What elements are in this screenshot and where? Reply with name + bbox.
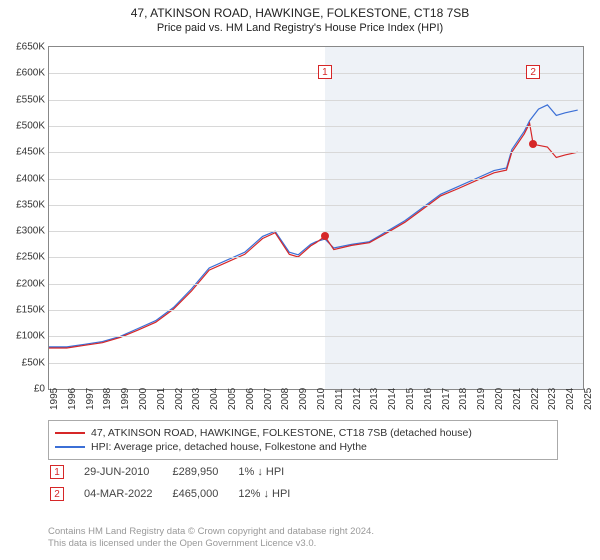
footer-line-2: This data is licensed under the Open Gov… [48, 538, 374, 550]
gridline-h [49, 179, 583, 180]
legend-item: HPI: Average price, detached house, Folk… [55, 441, 551, 453]
x-axis-label: 1999 [120, 388, 131, 410]
gridline-h [49, 310, 583, 311]
gridline-h [49, 257, 583, 258]
gridline-h [49, 126, 583, 127]
transaction-date: 29-JUN-2010 [84, 462, 170, 482]
y-axis-label: £350K [5, 199, 45, 210]
legend-item: 47, ATKINSON ROAD, HAWKINGE, FOLKESTONE,… [55, 427, 551, 439]
x-axis-label: 2021 [512, 388, 523, 410]
x-axis-label: 1997 [85, 388, 96, 410]
chart-title-address: 47, ATKINSON ROAD, HAWKINGE, FOLKESTONE,… [0, 6, 600, 20]
x-axis-label: 2018 [458, 388, 469, 410]
gridline-h [49, 73, 583, 74]
y-axis-label: £250K [5, 252, 45, 263]
legend-label: 47, ATKINSON ROAD, HAWKINGE, FOLKESTONE,… [91, 427, 472, 439]
transaction-price: £289,950 [172, 462, 236, 482]
x-axis-label: 2023 [547, 388, 558, 410]
x-axis-label: 2003 [191, 388, 202, 410]
x-axis-label: 2014 [387, 388, 398, 410]
x-axis-label: 2025 [583, 388, 594, 410]
y-axis-label: £300K [5, 226, 45, 237]
x-axis-label: 1998 [102, 388, 113, 410]
x-axis-label: 2000 [138, 388, 149, 410]
x-axis-label: 2006 [245, 388, 256, 410]
transaction-dot [321, 232, 329, 240]
legend-label: HPI: Average price, detached house, Folk… [91, 441, 367, 453]
y-axis-label: £600K [5, 68, 45, 79]
x-axis-label: 2007 [263, 388, 274, 410]
gridline-h [49, 205, 583, 206]
x-axis-label: 2013 [369, 388, 380, 410]
transaction-delta: 12% ↓ HPI [238, 484, 308, 504]
x-axis-label: 2010 [316, 388, 327, 410]
transaction-delta: 1% ↓ HPI [238, 462, 308, 482]
transaction-marker-cell: 1 [50, 465, 64, 479]
y-axis-label: £100K [5, 331, 45, 342]
x-axis-label: 2001 [156, 388, 167, 410]
y-axis-label: £50K [5, 357, 45, 368]
transaction-marker-2: 2 [526, 65, 540, 79]
y-axis-label: £200K [5, 278, 45, 289]
x-axis-label: 1995 [49, 388, 60, 410]
y-axis-label: £0 [5, 384, 45, 395]
chart-lines [49, 47, 583, 389]
y-axis-label: £450K [5, 147, 45, 158]
x-axis-label: 2017 [441, 388, 452, 410]
x-axis-label: 2024 [565, 388, 576, 410]
transaction-date: 04-MAR-2022 [84, 484, 170, 504]
transaction-row: 2 04-MAR-2022£465,00012% ↓ HPI [50, 484, 308, 504]
footer-line-1: Contains HM Land Registry data © Crown c… [48, 526, 374, 538]
transactions-table: 1 29-JUN-2010£289,9501% ↓ HPI 2 04-MAR-2022… [48, 460, 310, 506]
transaction-marker-1: 1 [318, 65, 332, 79]
x-axis-label: 2002 [174, 388, 185, 410]
y-axis-label: £400K [5, 173, 45, 184]
x-axis-label: 2005 [227, 388, 238, 410]
y-axis-label: £500K [5, 120, 45, 131]
y-axis-label: £150K [5, 305, 45, 316]
legend-swatch [55, 446, 85, 448]
x-axis-label: 2020 [494, 388, 505, 410]
gridline-h [49, 284, 583, 285]
x-axis-label: 2008 [280, 388, 291, 410]
transaction-marker-cell: 2 [50, 487, 64, 501]
x-axis-label: 2019 [476, 388, 487, 410]
x-axis-label: 2015 [405, 388, 416, 410]
gridline-h [49, 231, 583, 232]
x-axis-label: 2009 [298, 388, 309, 410]
x-axis-label: 2011 [334, 388, 345, 410]
gridline-h [49, 336, 583, 337]
x-axis-label: 1996 [67, 388, 78, 410]
gridline-h [49, 100, 583, 101]
y-axis-label: £650K [5, 42, 45, 53]
x-axis-label: 2022 [530, 388, 541, 410]
transaction-price: £465,000 [172, 484, 236, 504]
price-chart: £0£50K£100K£150K£200K£250K£300K£350K£400… [48, 46, 584, 390]
x-axis-label: 2004 [209, 388, 220, 410]
x-axis-label: 2016 [423, 388, 434, 410]
chart-legend: 47, ATKINSON ROAD, HAWKINGE, FOLKESTONE,… [48, 420, 558, 460]
transaction-row: 1 29-JUN-2010£289,9501% ↓ HPI [50, 462, 308, 482]
legend-swatch [55, 432, 85, 434]
footer-attribution: Contains HM Land Registry data © Crown c… [48, 526, 374, 550]
x-axis-label: 2012 [352, 388, 363, 410]
gridline-h [49, 363, 583, 364]
chart-subtitle: Price paid vs. HM Land Registry's House … [0, 22, 600, 34]
series-property [49, 123, 578, 348]
gridline-h [49, 152, 583, 153]
transaction-dot [529, 140, 537, 148]
y-axis-label: £550K [5, 94, 45, 105]
